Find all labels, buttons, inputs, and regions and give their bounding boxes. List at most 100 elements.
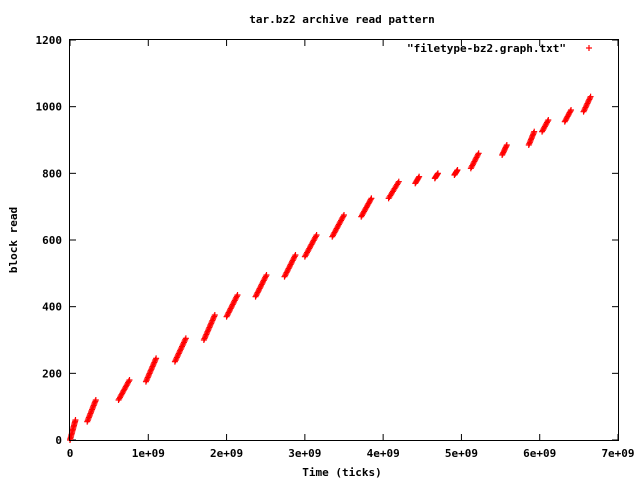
data-point bbox=[260, 278, 267, 285]
data-point bbox=[224, 312, 231, 319]
data-point bbox=[201, 335, 208, 342]
data-point bbox=[202, 334, 209, 341]
data-point bbox=[210, 316, 217, 323]
data-point bbox=[180, 340, 187, 347]
data-point bbox=[259, 280, 266, 287]
data-point bbox=[284, 266, 291, 273]
data-point bbox=[202, 332, 209, 339]
data-point bbox=[583, 101, 590, 108]
data-point bbox=[282, 272, 289, 279]
data-point bbox=[368, 195, 375, 202]
data-point bbox=[232, 296, 239, 303]
data-point bbox=[416, 173, 423, 180]
data-point bbox=[172, 357, 179, 364]
data-point bbox=[285, 265, 292, 272]
data-point bbox=[263, 272, 270, 278]
data-point bbox=[253, 292, 260, 299]
data-point bbox=[211, 312, 218, 318]
data-point bbox=[231, 297, 238, 304]
data-point bbox=[176, 349, 183, 356]
data-point bbox=[229, 301, 236, 308]
data-point bbox=[289, 257, 296, 264]
data-point bbox=[258, 282, 265, 289]
data-point bbox=[581, 107, 588, 114]
data-point bbox=[205, 325, 212, 332]
data-point bbox=[567, 108, 574, 115]
data-points bbox=[67, 93, 594, 443]
data-point bbox=[178, 343, 185, 350]
data-point bbox=[225, 309, 232, 316]
data-point bbox=[587, 93, 594, 100]
data-point bbox=[226, 308, 233, 315]
data-point bbox=[340, 213, 347, 220]
y-tick-label: 600 bbox=[42, 234, 62, 247]
data-point bbox=[312, 233, 319, 240]
data-point bbox=[291, 254, 298, 261]
axis-ticks: 0 1e+09 2e+09 3e+09 4e+09 5e+09 6e+09 7e+09 0 200… bbox=[36, 34, 635, 460]
data-point bbox=[72, 417, 79, 423]
data-point bbox=[286, 264, 293, 271]
data-point bbox=[200, 337, 207, 343]
data-point bbox=[475, 150, 482, 157]
data-point bbox=[580, 108, 587, 115]
data-point bbox=[531, 128, 538, 135]
data-point bbox=[585, 99, 592, 106]
y-tick-label: 0 bbox=[55, 434, 62, 447]
data-point bbox=[581, 105, 588, 112]
y-tick-label: 200 bbox=[42, 367, 62, 380]
data-point bbox=[224, 310, 231, 317]
data-point bbox=[208, 318, 215, 325]
y-tick-label: 400 bbox=[42, 301, 62, 314]
data-point bbox=[177, 346, 184, 353]
data-point bbox=[229, 302, 236, 309]
data-point bbox=[281, 273, 288, 280]
data-point bbox=[255, 288, 262, 295]
data-point bbox=[395, 178, 402, 185]
data-point bbox=[434, 170, 441, 177]
data-point bbox=[174, 353, 181, 360]
data-point bbox=[208, 320, 215, 327]
data-point bbox=[171, 358, 178, 365]
data-point bbox=[288, 260, 295, 267]
data-point bbox=[256, 285, 263, 292]
data-point bbox=[584, 100, 591, 107]
data-point bbox=[415, 174, 422, 181]
data-point bbox=[226, 306, 233, 313]
data-point bbox=[545, 117, 552, 123]
data-point bbox=[289, 258, 296, 265]
x-axis-label: Time (ticks) bbox=[302, 466, 381, 479]
data-point bbox=[287, 261, 294, 268]
data-point bbox=[261, 276, 268, 283]
data-point bbox=[177, 347, 184, 354]
data-point bbox=[173, 354, 180, 361]
data-point bbox=[207, 321, 214, 328]
data-point bbox=[454, 167, 461, 173]
legend-label: "filetype-bz2.graph.txt" bbox=[407, 42, 566, 55]
data-point bbox=[180, 339, 187, 346]
data-point bbox=[568, 107, 575, 113]
data-point bbox=[341, 212, 347, 218]
data-point bbox=[204, 328, 211, 335]
data-point bbox=[292, 252, 299, 258]
data-point bbox=[258, 281, 265, 288]
data-point bbox=[394, 180, 401, 187]
data-point bbox=[175, 351, 182, 358]
y-tick-label: 1000 bbox=[36, 101, 63, 114]
data-point bbox=[182, 335, 189, 342]
data-point bbox=[182, 336, 189, 343]
data-point bbox=[262, 273, 269, 280]
data-point bbox=[210, 314, 217, 321]
x-tick-label: 2e+09 bbox=[210, 447, 243, 460]
x-tick-label: 7e+09 bbox=[601, 447, 634, 460]
data-point bbox=[474, 151, 481, 158]
data-point bbox=[253, 290, 260, 297]
data-point bbox=[209, 317, 216, 324]
data-point bbox=[282, 270, 289, 277]
data-point bbox=[586, 95, 593, 102]
data-point bbox=[126, 377, 133, 383]
data-point bbox=[503, 142, 510, 148]
data-point bbox=[233, 293, 240, 300]
x-tick-label: 4e+09 bbox=[367, 447, 400, 460]
data-point bbox=[582, 104, 589, 111]
